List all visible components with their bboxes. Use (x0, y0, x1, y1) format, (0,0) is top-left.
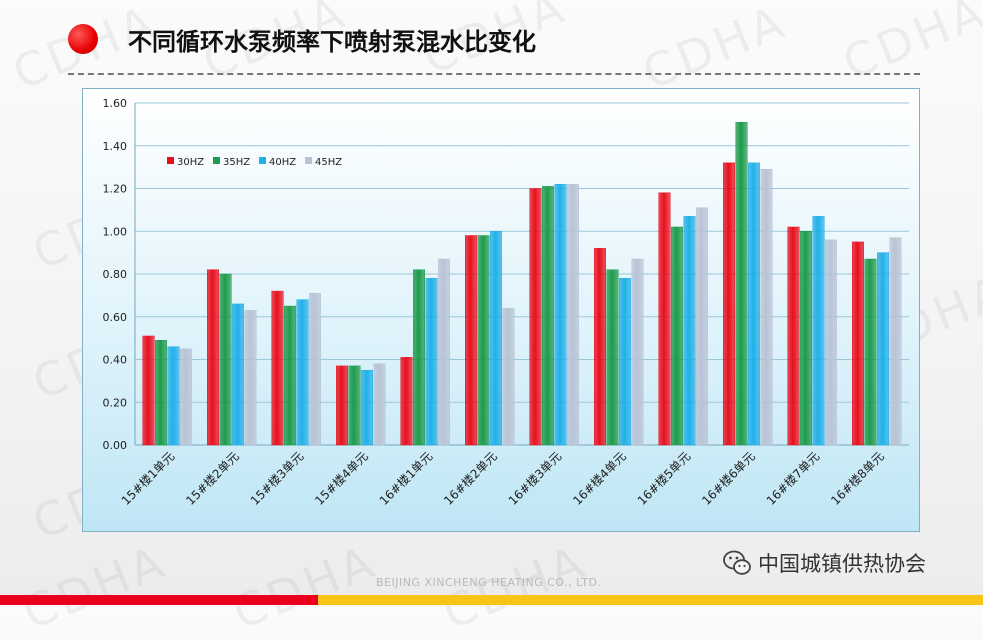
bar-chart: 0.00 0.20 0.40 0.60 0.80 1.00 1.20 1.40 1.60 15#楼… (103, 97, 909, 508)
bar (155, 340, 167, 446)
bar (373, 363, 386, 446)
watermark-text: CDHA (835, 0, 983, 91)
org-name: 中国城镇供热协会 (758, 552, 926, 576)
x-tick-label: 16#楼1单元 (376, 449, 435, 508)
legend-swatch (167, 157, 174, 164)
x-tick-label: 16#楼7单元 (763, 449, 822, 508)
bar (889, 237, 902, 446)
watermark-text: CDHA (15, 533, 175, 640)
x-tick-label: 16#楼8单元 (827, 449, 886, 508)
legend-label: 30HZ (177, 157, 204, 168)
bottom-stripe-yellow (318, 595, 983, 605)
bar (284, 305, 296, 446)
y-tick-label: 1.00 (103, 225, 128, 238)
bar (800, 231, 812, 446)
bar (296, 299, 309, 446)
watermark-text: CDHA (635, 0, 795, 101)
legend-swatch (305, 157, 312, 164)
bar (735, 121, 748, 446)
y-tick-label: 0.40 (103, 354, 128, 367)
bar (760, 169, 773, 446)
bar (232, 303, 244, 446)
bar (244, 310, 257, 446)
bottom-stripe-red (0, 595, 318, 605)
legend-label: 35HZ (223, 157, 250, 168)
bar (167, 346, 180, 446)
bar (336, 365, 348, 446)
bar (723, 162, 735, 446)
bar (400, 357, 413, 446)
bar (658, 192, 671, 446)
bar (465, 235, 477, 446)
bar (413, 269, 425, 446)
y-tick-label: 0.60 (103, 311, 128, 324)
title-divider (68, 73, 920, 75)
bar (864, 258, 877, 446)
bar (567, 183, 579, 446)
bar (361, 369, 373, 446)
watermark-text: CDHA (225, 533, 385, 640)
bar (631, 258, 644, 446)
legend-swatch (213, 157, 220, 164)
bar (271, 290, 284, 446)
bar (619, 278, 631, 446)
legend-label: 40HZ (269, 157, 296, 168)
bar (877, 252, 889, 446)
bar (348, 365, 361, 446)
bar (490, 231, 502, 446)
bar (438, 258, 450, 446)
org-logo: 中国城镇供热协会 (722, 548, 926, 578)
bar (207, 269, 219, 446)
x-tick-label: 15#楼3单元 (247, 449, 306, 508)
bar (180, 348, 192, 446)
bar (671, 226, 683, 446)
bar (554, 183, 567, 446)
bar (309, 292, 321, 446)
bar (748, 162, 760, 446)
bar (787, 226, 800, 446)
bar (529, 188, 542, 446)
x-tick-label: 16#楼3单元 (505, 449, 564, 508)
x-tick-label: 16#楼6单元 (698, 449, 757, 508)
x-tick-label: 16#楼5单元 (634, 449, 693, 508)
x-tick-label: 15#楼4单元 (311, 449, 370, 508)
page-title: 不同循环水泵频率下喷射泵混水比变化 (128, 28, 536, 56)
bar (502, 307, 515, 446)
title-bullet-icon (68, 24, 98, 54)
y-tick-label: 1.60 (103, 97, 128, 110)
bar (825, 239, 837, 446)
bar (219, 273, 232, 446)
bar (425, 278, 438, 446)
x-tick-label: 15#楼1单元 (118, 449, 177, 508)
y-tick-label: 0.80 (103, 268, 128, 281)
bar (606, 269, 619, 446)
chart-panel: 0.00 0.20 0.40 0.60 0.80 1.00 1.20 1.40 1.60 15#楼… (82, 88, 920, 532)
y-tick-label: 1.20 (103, 183, 128, 196)
wechat-icon (723, 550, 751, 575)
bar (142, 335, 155, 446)
y-tick-label: 0.00 (103, 439, 128, 452)
bar (477, 235, 490, 446)
y-tick-label: 1.40 (103, 140, 128, 153)
bar (696, 207, 708, 446)
bar (542, 186, 554, 446)
legend-label: 45HZ (315, 157, 342, 168)
legend-swatch (259, 157, 266, 164)
bar (594, 248, 606, 446)
bar (683, 216, 696, 446)
x-tick-label: 16#楼4单元 (569, 449, 628, 508)
y-tick-label: 0.20 (103, 396, 128, 409)
x-tick-label: 16#楼2单元 (440, 449, 499, 508)
bar (812, 216, 825, 446)
bar (852, 241, 864, 446)
x-tick-label: 15#楼2单元 (182, 449, 241, 508)
company-name: BEIJING XINCHENG HEATING CO., LTD. (376, 576, 602, 589)
